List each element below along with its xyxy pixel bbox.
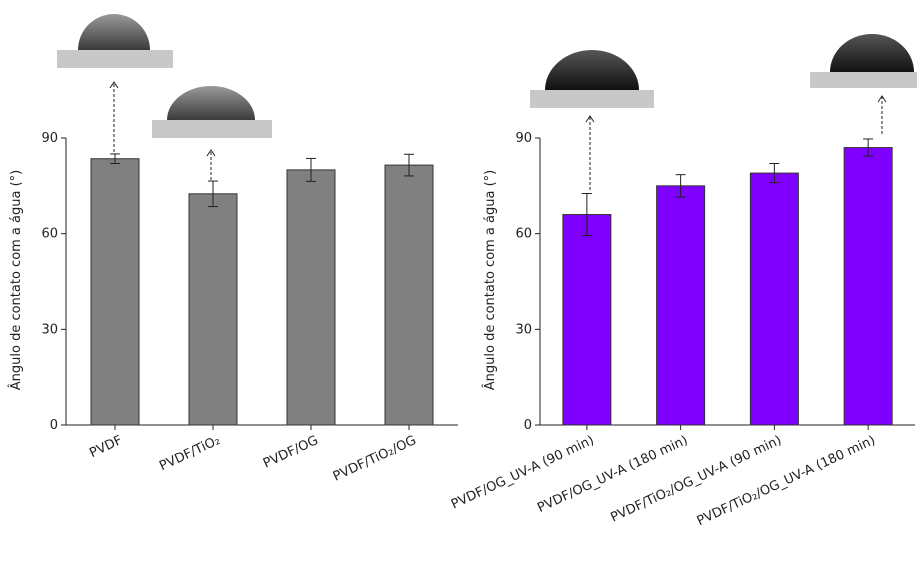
y-tick-label: 90 — [515, 131, 532, 146]
x-tick-label: PVDF/OG_UV-A (180 min) — [535, 433, 690, 516]
bar — [844, 148, 892, 425]
y-tick-label: 0 — [524, 418, 532, 433]
x-tick-label: PVDF/TiO₂/OG_UV-A (90 min) — [608, 433, 784, 526]
y-tick-label: 60 — [41, 227, 58, 242]
x-tick-label: PVDF/TiO₂/OG_UV-A (180 min) — [695, 433, 878, 529]
y-axis-label: Ângulo de contato com a água (°) — [8, 170, 24, 391]
y-tick-label: 30 — [515, 322, 532, 337]
x-tick-label: PVDF/TiO₂ — [157, 433, 222, 474]
x-tick-label: PVDF — [87, 433, 124, 461]
bar — [750, 173, 798, 425]
bar — [385, 165, 433, 425]
y-axis-label: Ângulo de contato com a água (°) — [482, 170, 498, 391]
bar — [657, 186, 705, 425]
y-tick-label: 90 — [41, 131, 58, 146]
y-tick-label: 60 — [515, 227, 532, 242]
bar — [563, 215, 611, 425]
droplet-images — [57, 14, 917, 190]
chart: 0 30 60 90 Ângulo de contato com a água (°) P… — [0, 0, 917, 587]
y-tick-label: 0 — [50, 418, 58, 433]
bar — [189, 194, 237, 425]
bar — [91, 159, 139, 425]
bar — [287, 170, 335, 425]
x-tick-label: PVDF/OG — [261, 433, 321, 471]
y-tick-label: 30 — [41, 322, 58, 337]
x-tick-label: PVDF/TiO₂/OG — [331, 433, 419, 485]
